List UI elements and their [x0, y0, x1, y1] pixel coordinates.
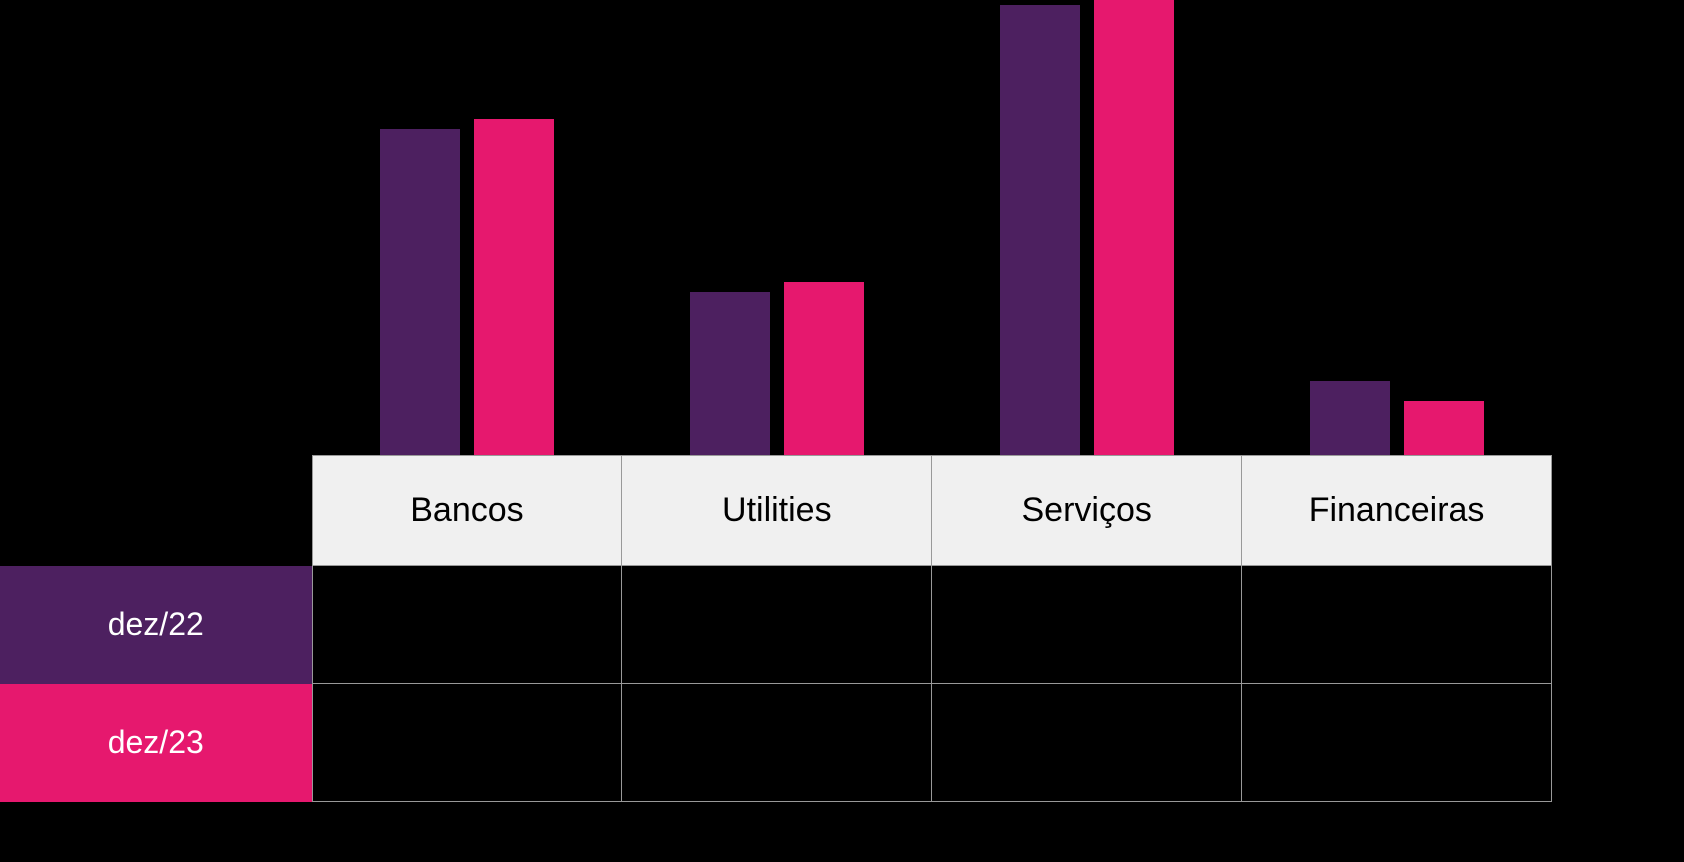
data-cell	[312, 684, 622, 802]
row-label-text: dez/22	[108, 606, 204, 642]
bar	[1000, 5, 1080, 455]
bar	[1310, 381, 1390, 455]
bar	[1094, 0, 1174, 455]
data-cell	[622, 684, 932, 802]
col-header: Serviços	[932, 456, 1242, 566]
data-cell	[1242, 566, 1552, 684]
category-column	[1242, 0, 1552, 455]
data-cell	[932, 566, 1242, 684]
col-header-label: Bancos	[410, 491, 523, 529]
bar	[380, 129, 460, 455]
data-cell	[312, 566, 622, 684]
category-column	[312, 0, 622, 455]
table-row: dez/22	[0, 566, 1552, 684]
data-cell	[932, 684, 1242, 802]
bar	[690, 292, 770, 455]
col-header: Bancos	[312, 456, 622, 566]
table-corner	[0, 456, 312, 566]
col-header: Utilities	[622, 456, 932, 566]
row-label: dez/22	[0, 566, 312, 684]
col-header-label: Utilities	[722, 491, 832, 529]
bar	[784, 282, 864, 455]
col-header-label: Serviços	[1022, 491, 1152, 529]
data-cell	[622, 566, 932, 684]
col-header-label: Financeiras	[1309, 491, 1485, 529]
category-column	[622, 0, 932, 455]
row-label: dez/23	[0, 684, 312, 802]
col-header: Financeiras	[1242, 456, 1552, 566]
data-table-wrap: Bancos Utilities Serviços Financeiras de…	[0, 455, 1552, 802]
bar-chart-area	[312, 0, 1552, 455]
data-table: Bancos Utilities Serviços Financeiras de…	[0, 455, 1552, 802]
row-label-text: dez/23	[108, 724, 204, 760]
data-cell	[1242, 684, 1552, 802]
bar	[1404, 401, 1484, 455]
bar	[474, 119, 554, 455]
table-row: dez/23	[0, 684, 1552, 802]
category-column	[932, 0, 1242, 455]
